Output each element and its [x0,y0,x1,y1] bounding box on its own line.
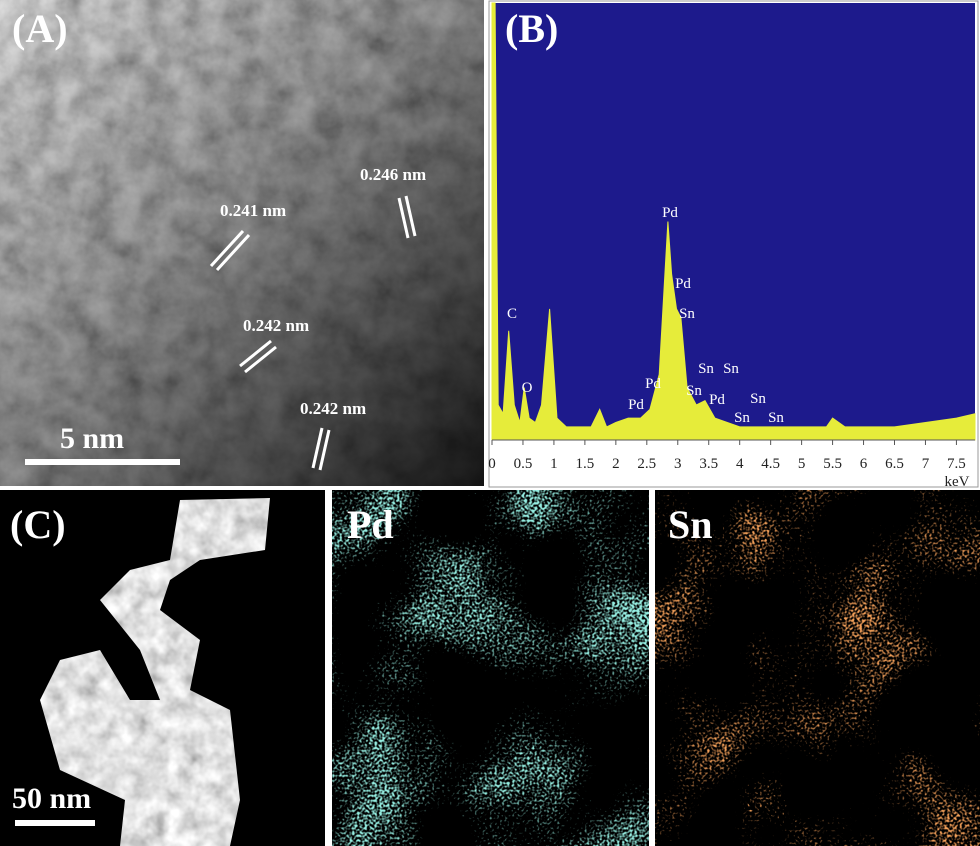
x-tick-label: 2.5 [637,456,656,472]
peak-label: Sn [679,306,695,322]
scale-bar [15,820,95,826]
peak-label: Pd [628,397,644,413]
peak-label: Pd [662,205,678,221]
scale-bar [25,459,180,465]
x-tick-label: 6.5 [885,456,904,472]
map-label: Pd [347,502,394,547]
x-tick-label: 4.5 [761,456,780,472]
lattice-label: 0.241 nm [220,201,286,220]
pd-map: Pd [332,490,649,846]
x-tick-label: 7 [922,456,930,472]
chart: 0 0.5 1 1.5 2 2.5 3 3.5 4 4.5 5 5.5 6 6.5 7 7.5 keV (B) C O… [488,2,976,490]
panel-c: (C) 50 nm [0,490,325,846]
x-tick-label: 1 [550,456,558,472]
x-tick-label: 5 [798,456,806,472]
peak-label: Pd [675,276,691,292]
peak-label: Pd [645,376,661,392]
panel-a: (A) 0.246 nm 0.241 nm 0.242 nm 0.242 nm … [0,0,484,486]
x-tick-label: 0.5 [514,456,533,472]
x-tick-label: 3.5 [699,456,718,472]
x-tick-label: 0 [488,456,496,472]
peak-label: Sn [698,361,714,377]
x-tick-label: 2 [612,456,620,472]
x-tick-label: 3 [674,456,682,472]
x-tick-label: 6 [860,456,868,472]
peak-label: Sn [768,410,784,426]
particle-chain [40,498,270,846]
x-axis-label: keV [945,474,970,490]
peak-label: Sn [723,361,739,377]
peak-label: Pd [709,392,725,408]
scale-bar-label: 5 nm [60,422,124,455]
peak-label: Sn [686,383,702,399]
chart-title: (B) [505,6,558,51]
plot-area [492,3,975,440]
lattice-label: 0.242 nm [300,399,366,418]
sn-map: Sn [655,490,980,846]
x-tick-label: 5.5 [823,456,842,472]
x-tick-label: 4 [736,456,744,472]
peak-label: C [507,306,517,322]
peak-label: Sn [734,410,750,426]
scale-bar-label: 50 nm [12,782,91,815]
map-label: Sn [668,502,713,547]
peak-label: Sn [750,391,766,407]
x-tick-label: 7.5 [947,456,966,472]
lattice-label: 0.246 nm [360,165,426,184]
lattice-marks [209,195,417,471]
panel-label: (C) [10,502,66,547]
peak-label: O [522,380,533,396]
lattice-label: 0.242 nm [243,316,309,335]
panel-label: (A) [12,6,68,51]
spectrum [491,2,976,441]
x-tick-label: 1.5 [576,456,595,472]
